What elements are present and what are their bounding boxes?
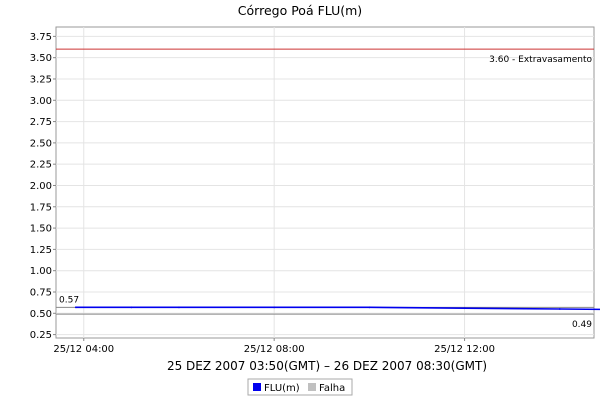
y-axis: 0.25 0.50 0.75 1.00 1.25 1.50 1.75 2.00 2.25 2.50…	[30, 32, 56, 341]
chart-title: Córrego Poá FLU(m)	[238, 3, 362, 18]
y-tick-label: 0.50	[30, 309, 52, 320]
legend-swatch	[253, 383, 261, 391]
grid	[56, 27, 594, 338]
x-tick-label: 25/12 04:00	[53, 344, 114, 355]
legend-label: Falha	[319, 383, 345, 394]
data-point	[74, 306, 77, 309]
y-tick-label: 1.00	[30, 266, 52, 277]
legend-box	[247, 378, 353, 396]
series-line-0	[75, 306, 600, 311]
x-axis-label: 25 DEZ 2007 03:50(GMT) – 26 DEZ 2007 08:…	[167, 359, 487, 373]
data-point	[558, 308, 561, 310]
y-tick-label: 2.00	[30, 181, 52, 192]
y-tick-label: 3.50	[30, 53, 52, 64]
data-point	[178, 306, 180, 309]
reference-line-label: 0.57	[59, 295, 79, 305]
data-point	[463, 307, 466, 310]
reference-line-label: 0.49	[572, 320, 592, 330]
legend: FLU(m) Falha	[247, 378, 353, 396]
reference-line-label: 3.60 - Extravasamento	[489, 55, 592, 65]
plot-border	[55, 26, 595, 339]
legend-label: FLU(m)	[264, 383, 300, 394]
data-point	[273, 306, 276, 309]
y-tick-label: 1.25	[30, 245, 52, 256]
y-tick-label: 3.25	[30, 74, 52, 85]
y-tick-label: 3.00	[30, 96, 52, 107]
legend-swatch	[308, 383, 316, 391]
plot-area	[55, 26, 595, 339]
y-tick-label: 1.50	[30, 224, 52, 235]
y-tick-label: 0.75	[30, 287, 52, 298]
x-tick-label: 25/12 08:00	[244, 344, 305, 355]
y-tick-label: 1.75	[30, 202, 52, 213]
data-point	[368, 306, 371, 309]
x-tick-label: 25/12 12:00	[434, 344, 495, 355]
y-tick-label: 0.25	[30, 330, 52, 341]
y-tick-label: 3.75	[30, 32, 52, 43]
y-tick-label: 2.25	[30, 160, 52, 171]
y-tick-label: 2.50	[30, 138, 52, 149]
data-point	[130, 306, 133, 309]
series-layer	[74, 306, 600, 311]
y-tick-label: 2.75	[30, 117, 52, 128]
